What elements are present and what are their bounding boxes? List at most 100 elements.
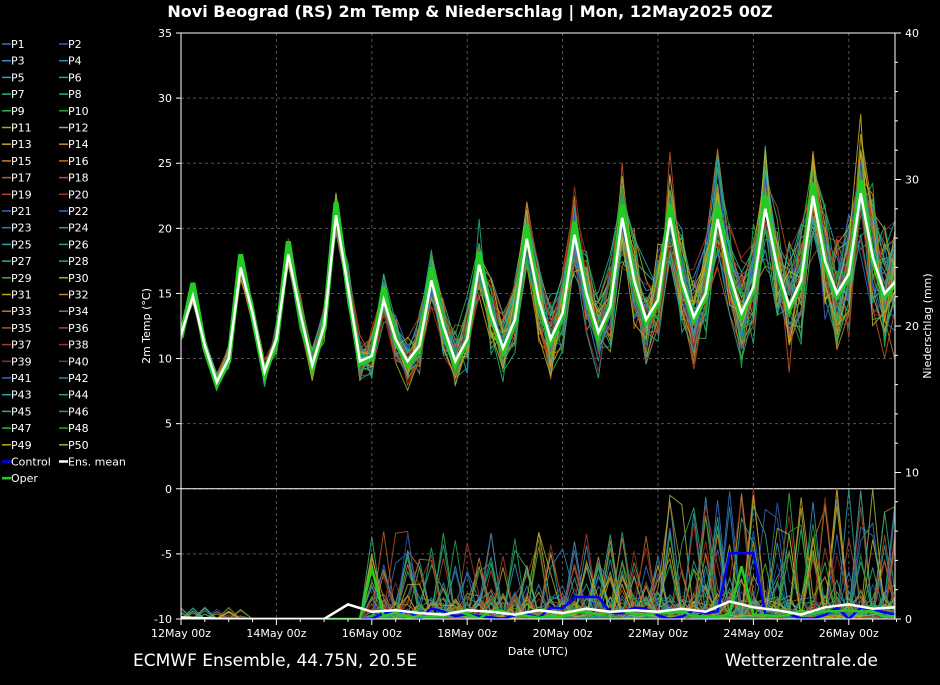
legend-item-p36: P36 xyxy=(59,322,89,335)
legend-item-p7: P7 xyxy=(2,88,25,101)
legend-item-oper: Oper xyxy=(2,472,38,485)
y-tick-label: 30 xyxy=(158,92,172,105)
legend-label: P47 xyxy=(11,422,32,435)
x-tick-label: 20May 00z xyxy=(533,627,593,640)
legend-label: Control xyxy=(11,456,51,469)
legend-item-p26: P26 xyxy=(59,238,89,251)
legend-item-p49: P49 xyxy=(2,439,32,452)
legend-label: Oper xyxy=(11,472,38,485)
legend-label: Ens. mean xyxy=(68,456,126,469)
legend-label: P35 xyxy=(11,322,32,335)
legend-label: P3 xyxy=(11,55,25,68)
legend-label: P10 xyxy=(68,105,89,118)
legend-item-p14: P14 xyxy=(59,138,89,151)
y-tick-label: -5 xyxy=(161,548,172,561)
legend-label: P19 xyxy=(11,188,32,201)
legend-label: P17 xyxy=(11,172,32,185)
y-tick-label: -10 xyxy=(154,613,172,626)
precip-member-line-50 xyxy=(181,495,895,619)
legend-item-p27: P27 xyxy=(2,255,32,268)
y-tick-label: 15 xyxy=(158,287,172,300)
legend-label: P5 xyxy=(11,71,25,84)
legend-item-p16: P16 xyxy=(59,155,89,168)
x-tick-label: 14May 00z xyxy=(246,627,306,640)
legend-item-p21: P21 xyxy=(2,205,32,218)
legend-item-p18: P18 xyxy=(59,172,89,185)
legend-label: P43 xyxy=(11,389,32,402)
legend-label: P28 xyxy=(68,255,89,268)
legend-item-p5: P5 xyxy=(2,71,25,84)
legend-label: P49 xyxy=(11,439,32,452)
x-tick-label: 22May 00z xyxy=(628,627,688,640)
legend-item-p37: P37 xyxy=(2,339,32,352)
legend-item-p50: P50 xyxy=(59,439,89,452)
x-tick-label: 12May 00z xyxy=(151,627,211,640)
temp-member-line-46 xyxy=(181,167,895,380)
ens-mean-precip-line xyxy=(181,600,895,619)
y-tick-label: 5 xyxy=(165,418,172,431)
precip-member-line-3 xyxy=(181,496,895,619)
y-tick-label: 25 xyxy=(158,157,172,170)
legend-item-p28: P28 xyxy=(59,255,89,268)
legend-item-p22: P22 xyxy=(59,205,89,218)
x-tick-label: 26May 00z xyxy=(819,627,879,640)
x-tick-label: 18May 00z xyxy=(437,627,497,640)
legend-item-p42: P42 xyxy=(59,372,89,385)
y2-tick-label: 10 xyxy=(905,467,919,480)
legend-label: P23 xyxy=(11,222,32,235)
x-tick-label: 24May 00z xyxy=(723,627,783,640)
legend-label: P24 xyxy=(68,222,89,235)
legend-item-p46: P46 xyxy=(59,405,89,418)
legend-label: P11 xyxy=(11,122,32,135)
legend-item-control: Control xyxy=(2,456,51,469)
legend-label: P2 xyxy=(68,38,82,51)
legend-item-p44: P44 xyxy=(59,389,89,402)
legend-item-ens-mean: Ens. mean xyxy=(59,456,126,469)
legend-label: P30 xyxy=(68,272,89,285)
legend-item-p23: P23 xyxy=(2,222,32,235)
ens-mean-temp-line xyxy=(181,192,895,386)
precip-member-line-46 xyxy=(181,524,895,619)
legend-item-p20: P20 xyxy=(59,188,89,201)
y2-axis-label: Niederschlag (mm) xyxy=(921,273,934,378)
legend-item-p10: P10 xyxy=(59,105,89,118)
legend-label: P45 xyxy=(11,405,32,418)
legend-label: P40 xyxy=(68,355,89,368)
legend-label: P46 xyxy=(68,405,89,418)
legend-label: P27 xyxy=(11,255,32,268)
legend-label: P31 xyxy=(11,289,32,302)
legend-label: P8 xyxy=(68,88,82,101)
legend-label: P13 xyxy=(11,138,32,151)
legend-label: P50 xyxy=(68,439,89,452)
legend-label: P7 xyxy=(11,88,25,101)
legend-label: P4 xyxy=(68,55,82,68)
legend-item-p43: P43 xyxy=(2,389,32,402)
legend-item-p30: P30 xyxy=(59,272,89,285)
y-tick-label: 0 xyxy=(165,483,172,496)
legend-label: P15 xyxy=(11,155,32,168)
precip-member-line-39 xyxy=(181,497,895,619)
legend-item-p19: P19 xyxy=(2,188,32,201)
y-tick-label: 10 xyxy=(158,353,172,366)
legend-label: P18 xyxy=(68,172,89,185)
model-info: ECMWF Ensemble, 44.75N, 20.5E xyxy=(133,651,418,671)
legend-item-p38: P38 xyxy=(59,339,89,352)
x-tick-label: 16May 00z xyxy=(342,627,402,640)
legend-label: P33 xyxy=(11,305,32,318)
legend-label: P21 xyxy=(11,205,32,218)
y-axis-label: 2m Temp (°C) xyxy=(140,288,153,364)
y-tick-label: 20 xyxy=(158,222,172,235)
legend-label: P9 xyxy=(11,105,25,118)
legend-label: P34 xyxy=(68,305,89,318)
legend-item-p4: P4 xyxy=(59,55,82,68)
legend-item-p13: P13 xyxy=(2,138,32,151)
legend-item-p34: P34 xyxy=(59,305,89,318)
legend-item-p29: P29 xyxy=(2,272,32,285)
legend-label: P12 xyxy=(68,122,89,135)
legend-item-p40: P40 xyxy=(59,355,89,368)
legend-label: P44 xyxy=(68,389,89,402)
legend-label: P32 xyxy=(68,289,89,302)
x-axis-label: Date (UTC) xyxy=(508,645,568,658)
legend-item-p11: P11 xyxy=(2,122,32,135)
